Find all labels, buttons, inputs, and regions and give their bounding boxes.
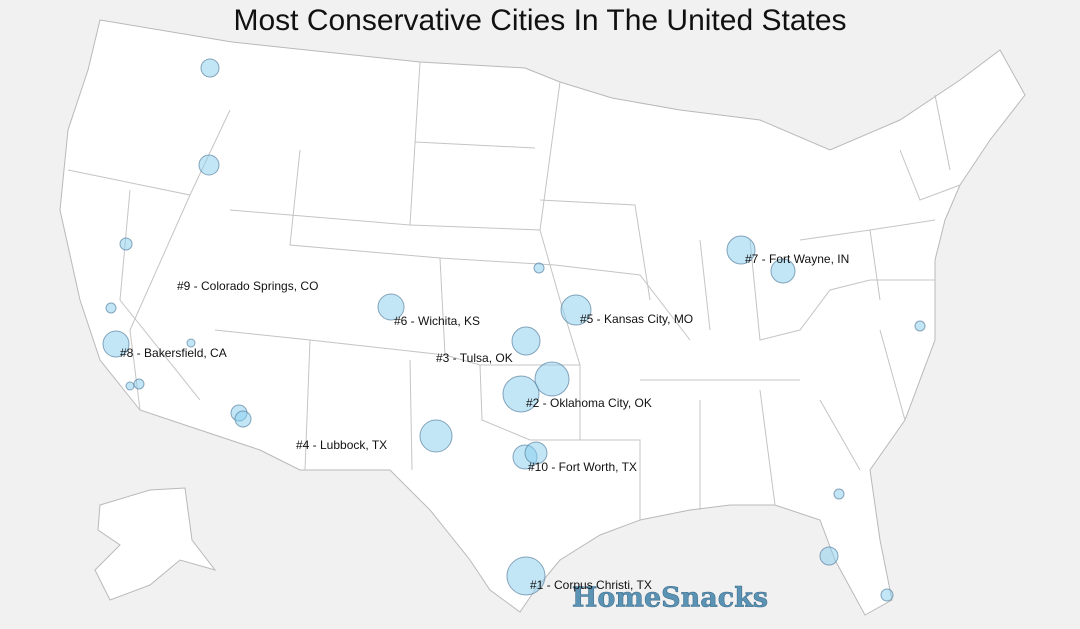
bubble <box>914 320 926 332</box>
city-label: #4 - Lubbock, TX <box>296 438 387 452</box>
city-labels: #1 - Corpus Christi, TX #2 - Oklahoma Cit… <box>120 252 849 592</box>
bubble <box>125 381 135 391</box>
bubble <box>105 302 117 314</box>
bubble <box>560 294 592 326</box>
city-label: #7 - Fort Wayne, IN <box>745 252 849 266</box>
state-lines <box>67 61 961 520</box>
bubble <box>880 588 894 602</box>
bubble <box>186 338 196 348</box>
bubble <box>234 410 252 428</box>
map-title: Most Conservative Cities In The United S… <box>233 4 846 37</box>
logo: HomeSnacks <box>572 583 768 614</box>
us-outline <box>59 19 1026 616</box>
bubble <box>511 326 541 356</box>
bubble <box>377 293 405 321</box>
city-label: #6 - Wichita, KS <box>394 314 480 328</box>
bubble <box>770 258 796 284</box>
bubble <box>419 419 453 453</box>
bubble <box>726 235 756 265</box>
bubble <box>534 361 570 397</box>
bubble <box>833 488 845 500</box>
bubble <box>200 58 220 78</box>
bubble <box>133 378 145 390</box>
city-label: #10 - Fort Worth, TX <box>528 460 637 474</box>
bubble <box>502 375 540 413</box>
bubble <box>198 154 220 176</box>
bubble <box>102 330 130 358</box>
bubble <box>533 262 545 274</box>
city-bubbles <box>102 58 926 602</box>
alaska <box>94 487 217 601</box>
city-label: #2 - Oklahoma City, OK <box>526 396 652 410</box>
city-label: #5 - Kansas City, MO <box>580 312 693 326</box>
bubble <box>506 556 546 596</box>
bubble <box>524 441 548 465</box>
bubble <box>119 237 133 251</box>
bubble <box>819 546 839 566</box>
city-label: #1 - Corpus Christi, TX <box>530 578 652 592</box>
city-label: #8 - Bakersfield, CA <box>120 346 227 360</box>
city-label: #3 - Tulsa, OK <box>436 351 513 365</box>
city-label: #9 - Colorado Springs, CO <box>177 279 318 293</box>
